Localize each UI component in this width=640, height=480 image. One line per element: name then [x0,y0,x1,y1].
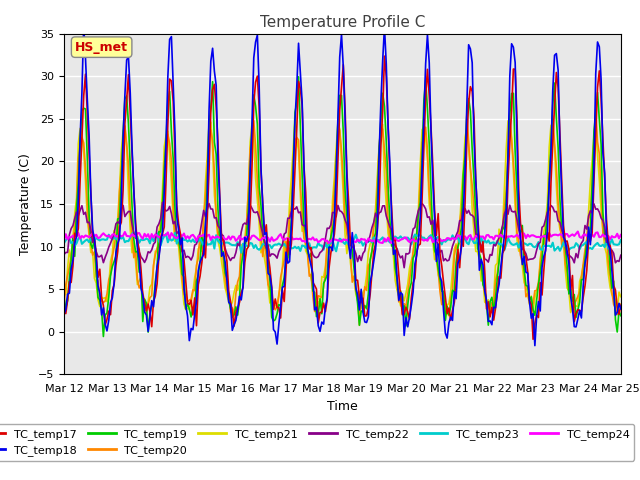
TC_temp17 [529,336,537,342]
Y-axis label: Temperature (C): Temperature (C) [19,153,33,255]
TC_temp19 [294,74,302,80]
TC_temp19 [275,301,283,307]
TC_temp24 [91,233,99,239]
TC_temp20 [60,303,68,309]
TC_temp24 [413,238,420,244]
TC_temp20 [617,301,625,307]
TC_temp24 [617,232,625,238]
TC_temp22 [91,237,99,242]
TC_temp17 [91,239,99,244]
TC_temp23 [60,240,68,246]
TC_temp22 [415,207,422,213]
TC_temp21 [196,243,204,249]
TC_temp21 [273,303,281,309]
TC_temp19 [198,235,205,240]
TC_temp18 [617,306,625,312]
TC_temp23 [365,239,372,245]
TC_temp22 [159,200,166,205]
TC_temp20 [195,255,202,261]
TC_temp19 [91,234,99,240]
TC_temp20 [91,249,99,255]
TC_temp23 [130,229,138,235]
Line: TC_temp17: TC_temp17 [64,56,621,339]
TC_temp23 [91,237,99,242]
TC_temp22 [275,249,283,254]
TC_temp20 [592,107,600,113]
TC_temp17 [617,302,625,308]
TC_temp20 [196,229,204,235]
TC_temp17 [381,53,388,59]
TC_temp18 [196,259,204,265]
TC_temp24 [574,228,582,234]
Line: TC_temp20: TC_temp20 [64,110,621,325]
TC_temp18 [363,320,371,325]
Title: Temperature Profile C: Temperature Profile C [260,15,425,30]
TC_temp21 [506,117,514,122]
Line: TC_temp23: TC_temp23 [64,232,621,253]
TC_temp21 [361,286,369,292]
TC_temp20 [413,233,420,239]
TC_temp18 [198,255,205,261]
TC_temp23 [276,242,284,248]
TC_temp22 [363,238,371,243]
TC_temp21 [617,294,625,300]
TC_temp19 [617,313,625,319]
TC_temp19 [196,258,204,264]
TC_temp17 [196,273,204,279]
TC_temp20 [363,288,371,293]
Line: TC_temp21: TC_temp21 [64,120,621,314]
TC_temp23 [415,233,422,239]
TC_temp23 [198,239,205,245]
TC_temp21 [195,246,202,252]
Line: TC_temp18: TC_temp18 [64,25,621,346]
TC_temp24 [363,240,371,246]
TC_temp17 [195,282,202,288]
TC_temp22 [60,252,68,257]
TC_temp24 [195,233,202,239]
Line: TC_temp19: TC_temp19 [64,77,621,336]
TC_temp20 [273,304,281,310]
TC_temp23 [617,237,625,243]
TC_temp18 [60,312,68,317]
TC_temp17 [413,249,420,255]
TC_temp19 [60,295,68,301]
TC_temp24 [273,236,281,242]
TC_temp18 [275,321,283,327]
TC_temp23 [237,250,245,256]
TC_temp23 [196,236,204,242]
X-axis label: Time: Time [327,400,358,413]
TC_temp24 [196,233,204,239]
TC_temp18 [92,254,100,260]
TC_temp19 [100,334,108,339]
TC_temp20 [356,323,364,328]
TC_temp19 [415,209,422,215]
TC_temp17 [361,313,369,319]
TC_temp21 [91,276,99,281]
TC_temp18 [531,343,539,348]
TC_temp22 [401,265,408,271]
TC_temp24 [60,238,68,243]
TC_temp22 [617,252,625,258]
TC_temp18 [413,252,420,258]
TC_temp17 [60,308,68,313]
TC_temp21 [60,290,68,296]
Line: TC_temp22: TC_temp22 [64,203,621,268]
TC_temp24 [347,241,355,247]
TC_temp17 [273,305,281,311]
Line: TC_temp24: TC_temp24 [64,231,621,244]
TC_temp21 [411,239,419,244]
TC_temp21 [442,312,449,317]
Text: HS_met: HS_met [75,41,128,54]
Legend: TC_temp17, TC_temp18, TC_temp19, TC_temp20, TC_temp21, TC_temp22, TC_temp23, TC_: TC_temp17, TC_temp18, TC_temp19, TC_temp… [0,424,634,460]
TC_temp18 [80,23,88,28]
TC_temp19 [365,291,372,297]
TC_temp22 [198,219,205,225]
TC_temp22 [196,230,204,236]
